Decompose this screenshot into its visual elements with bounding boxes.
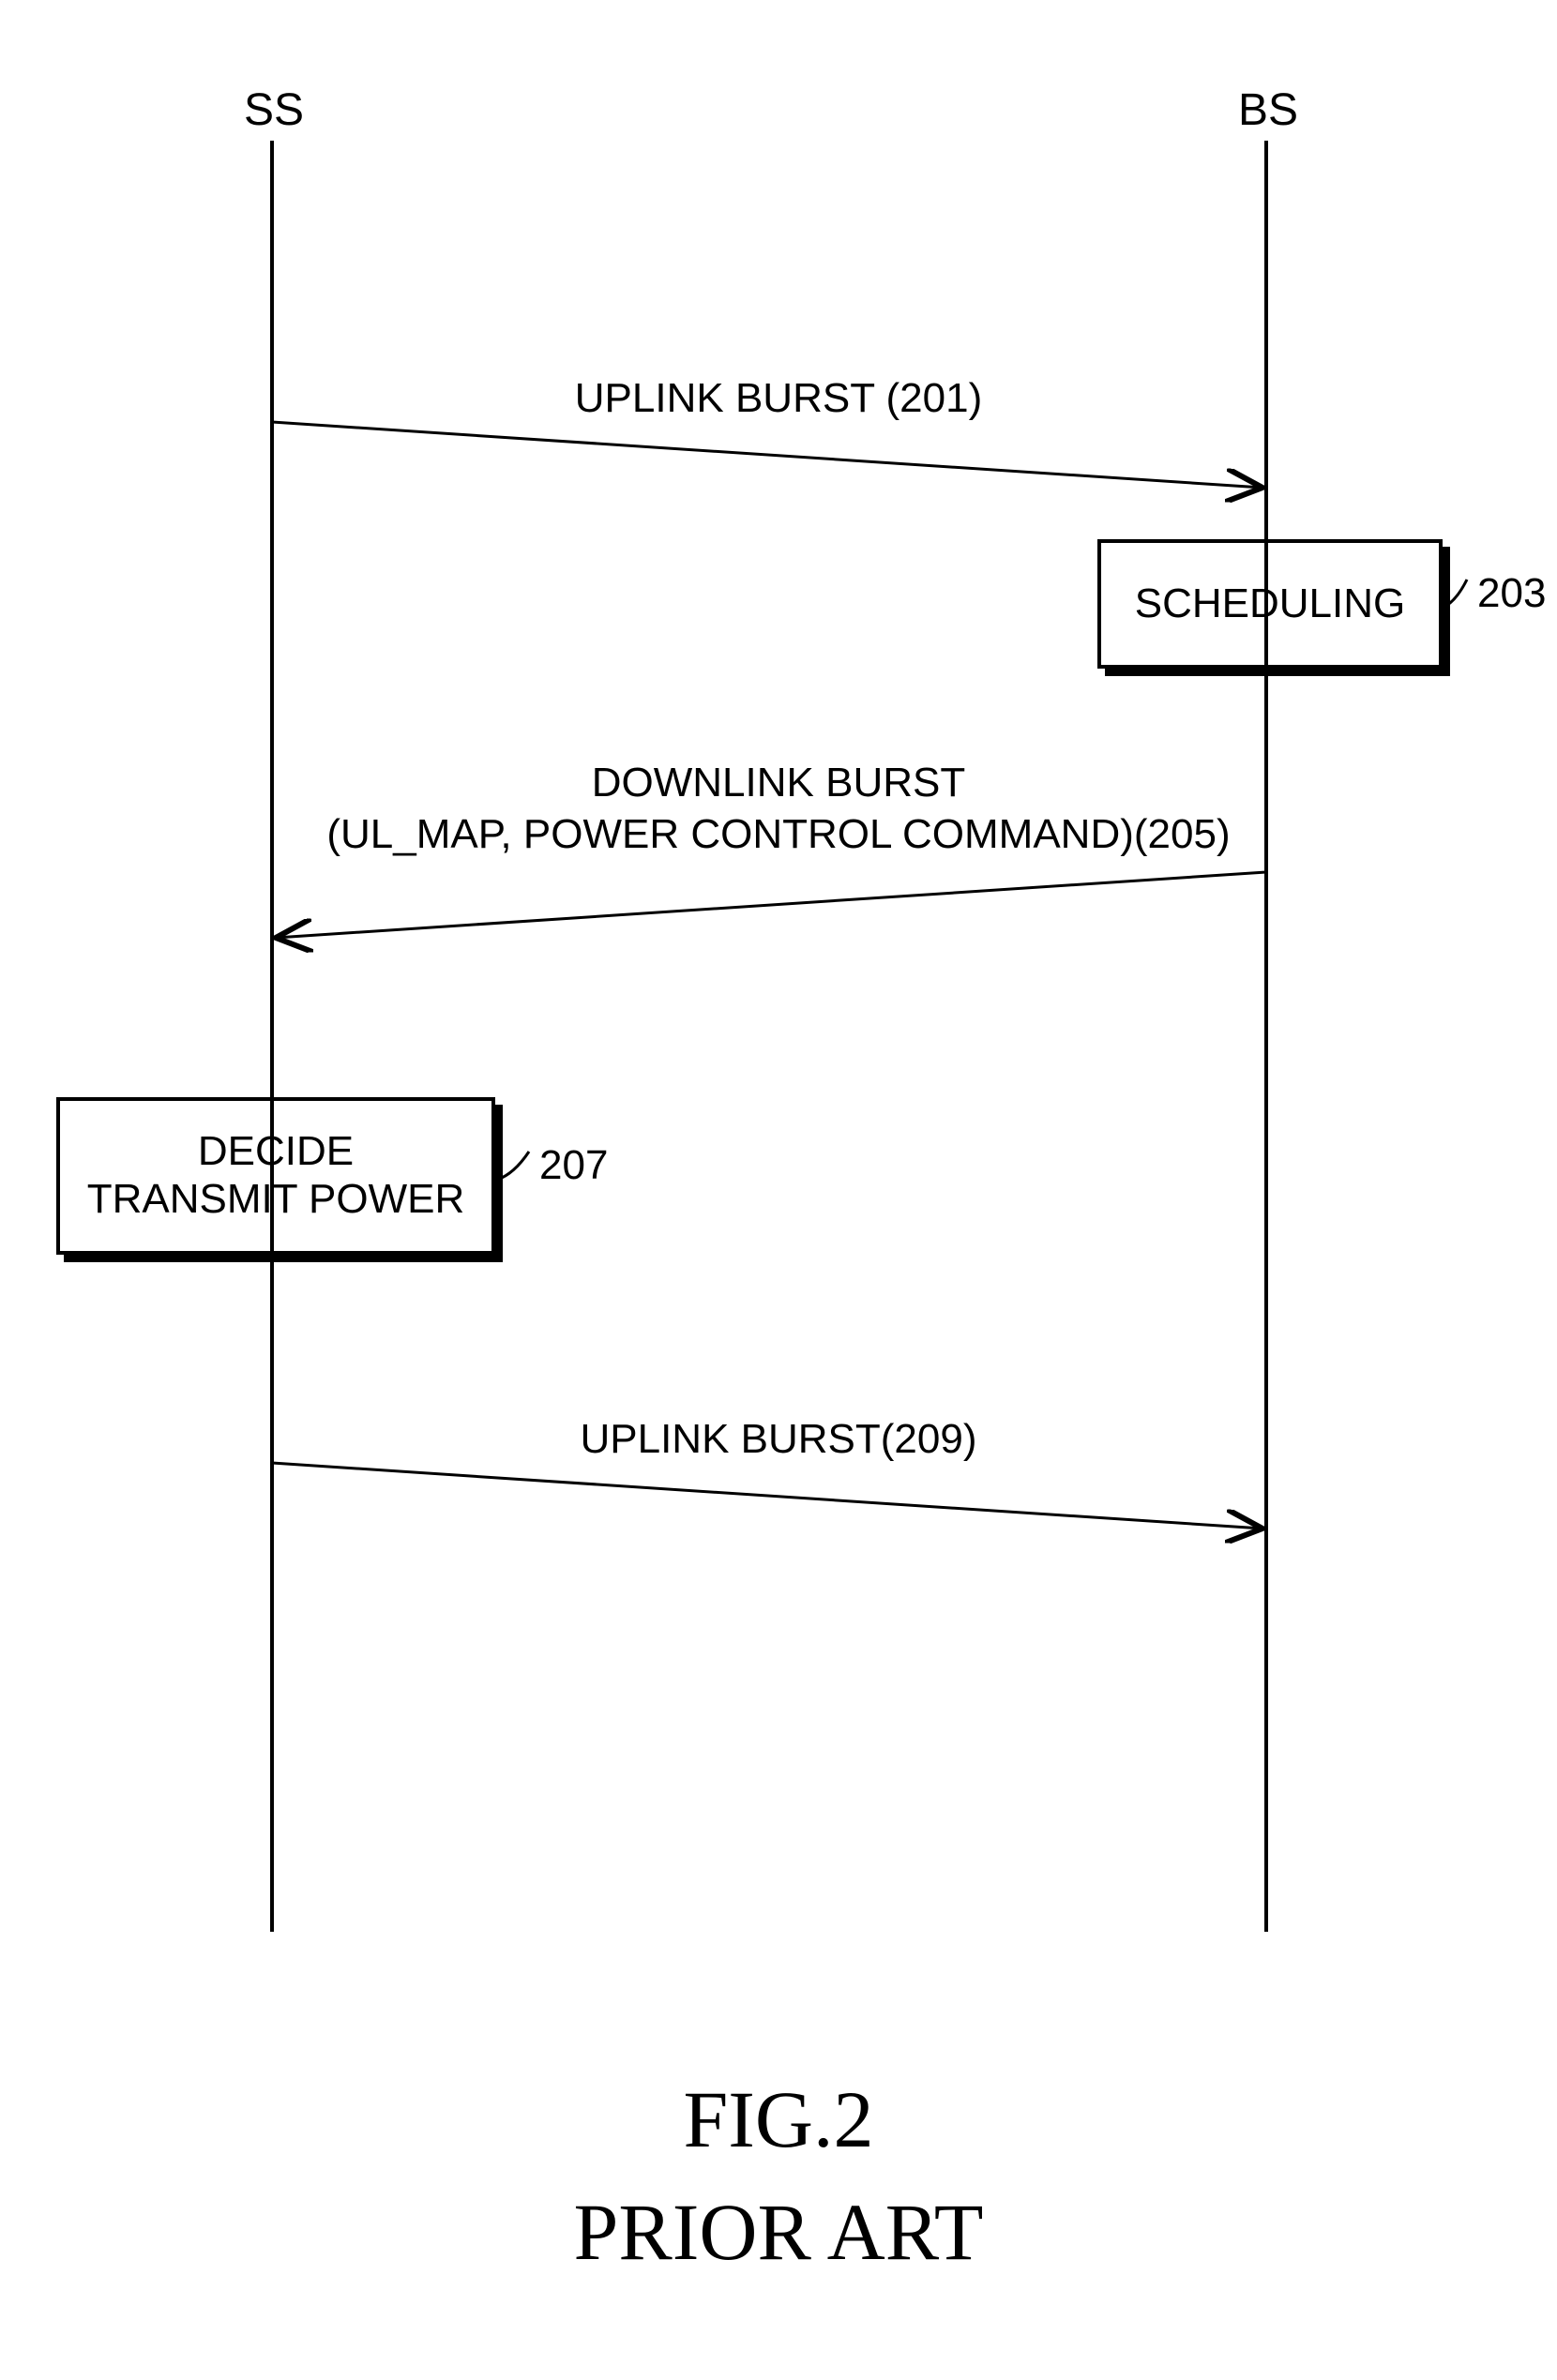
arrow-uplink-209 [272,1463,1262,1529]
arrow-downlink-205 [276,872,1266,938]
arrow-uplink-201 [272,422,1262,488]
diagram-container: SS BS UPLINK BURST (201) DOWNLINK BURST … [0,0,1557,2380]
diagram-svg [0,0,1557,2380]
tick-207 [497,1152,529,1180]
tick-203 [1443,580,1467,608]
